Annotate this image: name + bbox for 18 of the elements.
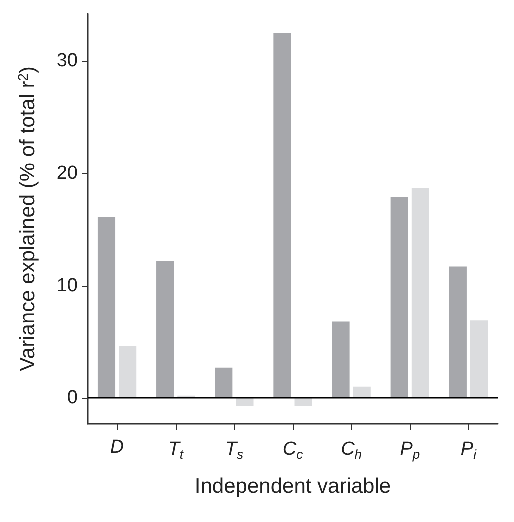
- bar: [470, 320, 488, 398]
- y-tick-label: 30: [56, 50, 78, 72]
- y-axis-title: Variance explained (% of total r2): [15, 66, 40, 372]
- bar: [215, 368, 233, 398]
- bar: [156, 261, 174, 398]
- bar: [98, 217, 116, 398]
- x-axis-title: Independent variable: [194, 475, 392, 498]
- bar: [274, 33, 292, 398]
- bar: [390, 197, 408, 398]
- bar: [332, 322, 350, 398]
- bar: [412, 188, 430, 398]
- x-tick-label: D: [110, 437, 124, 458]
- bar: [353, 386, 371, 398]
- bar: [119, 346, 137, 398]
- y-tick-label: 10: [56, 275, 78, 296]
- y-tick-label: 0: [67, 388, 78, 409]
- bar: [449, 266, 467, 398]
- y-tick-label: 20: [56, 163, 78, 184]
